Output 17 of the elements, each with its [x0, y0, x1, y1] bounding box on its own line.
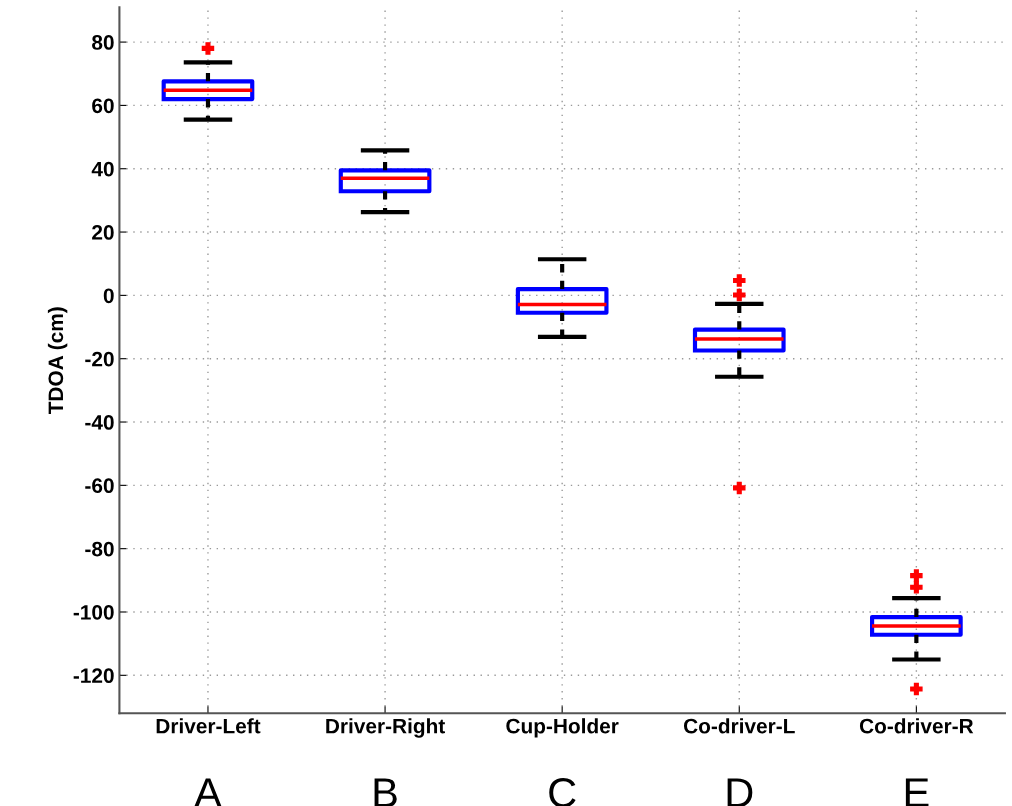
y-tick-label: 80 — [92, 35, 114, 50]
y-tick-label: -80 — [85, 541, 114, 557]
y-tick-label: 0 — [103, 288, 114, 304]
x-tick-label: Cup-Holder — [506, 718, 619, 738]
y-axis-title: TDOA (cm) — [47, 307, 68, 415]
y-tick-label: -20 — [85, 351, 114, 367]
y-tick-label: -40 — [85, 415, 114, 430]
y-tick-label: 20 — [92, 225, 114, 240]
y-tick-label: 60 — [92, 98, 114, 114]
y-tick-label: 40 — [91, 161, 114, 177]
x-tick-label: Driver-Right — [326, 718, 445, 738]
x-tick-label: Co-driver-L — [683, 718, 795, 734]
y-tick-label: -100 — [73, 604, 114, 620]
y-tick-label: -60 — [85, 478, 114, 494]
x-tick-label: Driver-Left — [156, 718, 261, 734]
x-tick-label: Co-driver-R — [859, 718, 974, 734]
y-tick-label: -120 — [73, 668, 114, 684]
